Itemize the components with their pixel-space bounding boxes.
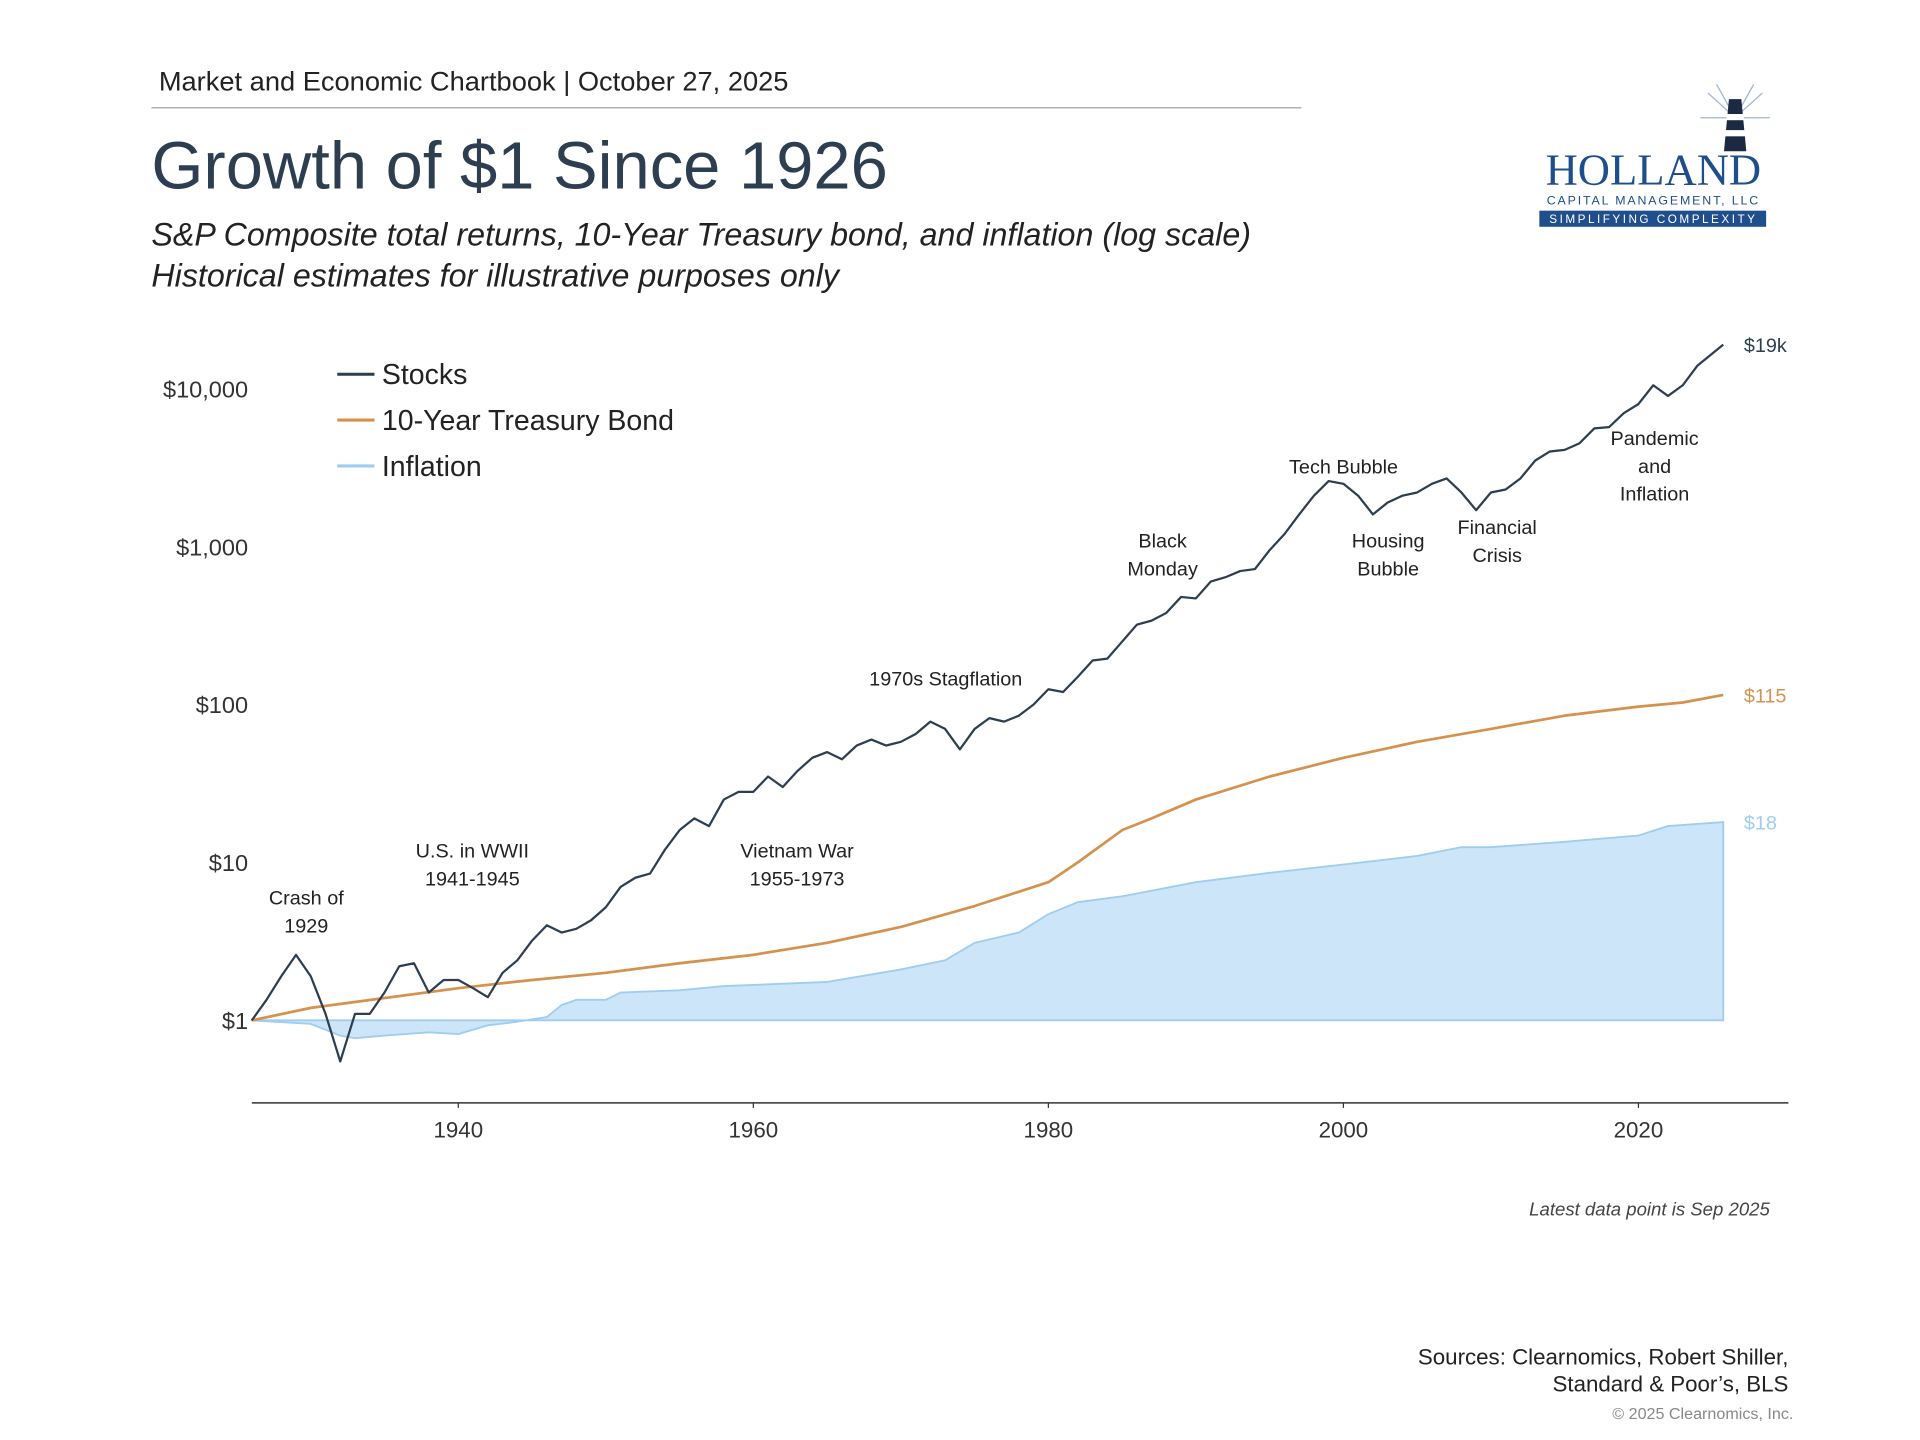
x-tick-label: 1940 xyxy=(433,1118,483,1143)
logo-name: HOLLAND xyxy=(1546,145,1762,195)
chartbook-header: Market and Economic Chartbook | October … xyxy=(159,65,789,96)
area xyxy=(250,821,1725,1040)
end-label: $18 xyxy=(1744,813,1777,835)
annotation: 1955-1973 xyxy=(750,868,845,890)
end-label: $19k xyxy=(1744,335,1787,357)
sources: Sources: Clearnomics, Robert Shiller, xyxy=(1418,1344,1789,1369)
annotation: Inflation xyxy=(1620,484,1689,506)
sources: Standard & Poor’s, BLS xyxy=(1553,1372,1789,1397)
x-tick-label: 1960 xyxy=(729,1118,779,1143)
annotation: Housing xyxy=(1352,531,1425,553)
annotation: and xyxy=(1638,456,1671,478)
annotation: Financial xyxy=(1458,517,1537,539)
annotation: 1941-1945 xyxy=(425,868,520,890)
annotation: Bubble xyxy=(1357,559,1419,581)
line xyxy=(250,343,1724,1063)
x-tick-label: 1980 xyxy=(1024,1118,1074,1143)
line xyxy=(251,693,1724,1022)
y-tick-label: $1 xyxy=(222,1008,248,1034)
logo-sub: CAPITAL MANAGEMENT, LLC xyxy=(1547,193,1760,207)
legend-label: Stocks xyxy=(382,359,468,391)
annotation: U.S. in WWII xyxy=(416,841,529,863)
legend-label: Inflation xyxy=(382,451,482,483)
copyright: © 2025 Clearnomics, Inc. xyxy=(1612,1405,1793,1423)
annotation: Monday xyxy=(1127,559,1198,581)
logo-tagline: SIMPLIFYING COMPLEXITY xyxy=(1549,213,1757,226)
y-tick-label: $1,000 xyxy=(176,534,248,560)
subtitle: S&P Composite total returns, 10-Year Tre… xyxy=(151,216,1251,252)
annotation: Crash of xyxy=(269,888,344,910)
subtitle: Historical estimates for illustrative pu… xyxy=(151,257,840,293)
annotation: Vietnam War xyxy=(740,841,854,863)
y-tick-label: $100 xyxy=(196,692,248,718)
annotation: 1970s Stagflation xyxy=(869,668,1022,690)
legend-label: 10-Year Treasury Bond xyxy=(382,405,674,437)
annotation: 1929 xyxy=(284,916,328,938)
logo: HOLLAND CAPITAL MANAGEMENT, LLC SIMPLIFY… xyxy=(1539,83,1770,227)
chart-title: Growth of $1 Since 1926 xyxy=(151,128,887,203)
annotation: Crisis xyxy=(1472,545,1522,567)
y-tick-label: $10,000 xyxy=(163,376,248,402)
annotation: Tech Bubble xyxy=(1289,456,1398,478)
annotation: Pandemic xyxy=(1611,428,1699,450)
annotation: Black xyxy=(1138,531,1187,553)
y-tick-label: $10 xyxy=(209,850,248,876)
data-note: Latest data point is Sep 2025 xyxy=(1529,1199,1770,1220)
x-tick-label: 2000 xyxy=(1319,1118,1369,1143)
x-tick-label: 2020 xyxy=(1614,1118,1664,1143)
end-label: $115 xyxy=(1744,685,1787,707)
